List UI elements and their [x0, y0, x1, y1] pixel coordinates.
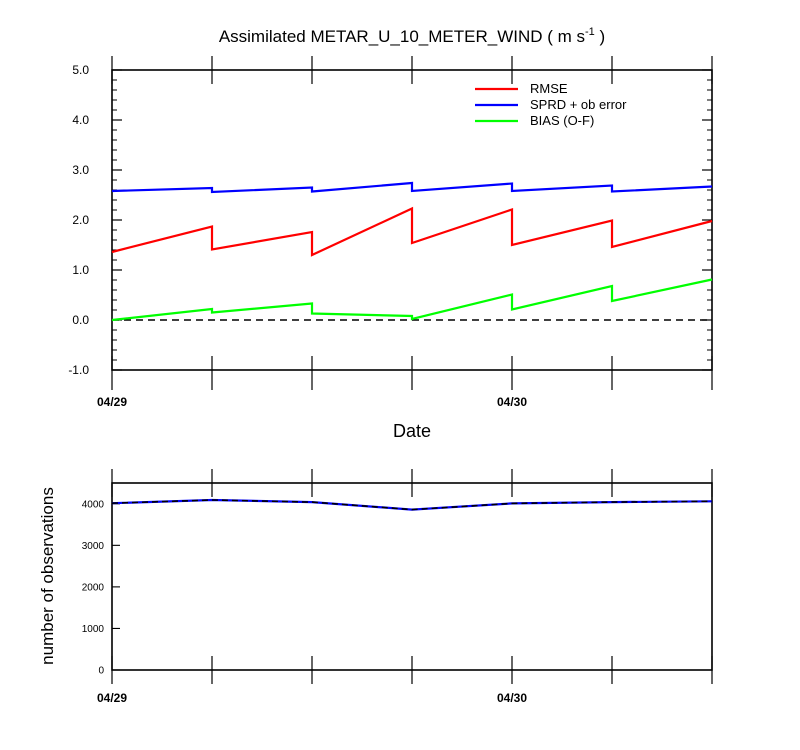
top-x-tick-label: 04/30 — [497, 395, 527, 409]
obs-count-line — [111, 499, 713, 511]
legend-label: SPRD + ob error — [530, 97, 627, 112]
top-y-tick-label: 1.0 — [72, 263, 89, 277]
bottom-series-group — [111, 498, 713, 511]
legend-label: RMSE — [530, 81, 568, 96]
top-y-tick-label: -1.0 — [68, 363, 89, 377]
series-line-1 — [111, 181, 713, 194]
bottom-y-tick-label: 1000 — [82, 624, 105, 635]
bottom-y-axis-title: number of observations — [38, 487, 57, 665]
title-superscript: -1 — [585, 26, 595, 38]
series-line-0 — [111, 206, 713, 257]
bottom-y-tick-label: 2000 — [82, 582, 105, 593]
top-y-tick-label: 3.0 — [72, 163, 89, 177]
chart-title: Assimilated METAR_U_10_METER_WIND ( m s-… — [219, 26, 605, 46]
top-x-tick-label: 04/29 — [97, 395, 127, 409]
legend-label: BIAS (O-F) — [530, 113, 594, 128]
title-main: Assimilated METAR_U_10_METER_WIND ( m s — [219, 27, 585, 46]
series-line-2 — [111, 278, 713, 322]
x-axis-title: Date — [393, 421, 431, 441]
bottom-plot-frame — [111, 482, 713, 671]
bottom-y-tick-label: 4000 — [82, 499, 105, 510]
bottom-y-tick-label: 0 — [98, 666, 104, 677]
top-series-group — [111, 181, 713, 322]
bottom-y-tick-label: 3000 — [82, 541, 105, 552]
bottom-x-tick-label: 04/29 — [97, 691, 127, 705]
top-y-tick-label: 4.0 — [72, 113, 89, 127]
bottom-plot-area: 0 1000 2000 3000 4000 04/29 04/30 — [82, 469, 713, 705]
top-y-tick-label: 0.0 — [72, 313, 89, 327]
title-end: ) — [595, 27, 605, 46]
bottom-x-tick-label: 04/30 — [497, 691, 527, 705]
top-y-tick-label: 2.0 — [72, 213, 89, 227]
top-y-tick-label: 5.0 — [72, 63, 89, 77]
